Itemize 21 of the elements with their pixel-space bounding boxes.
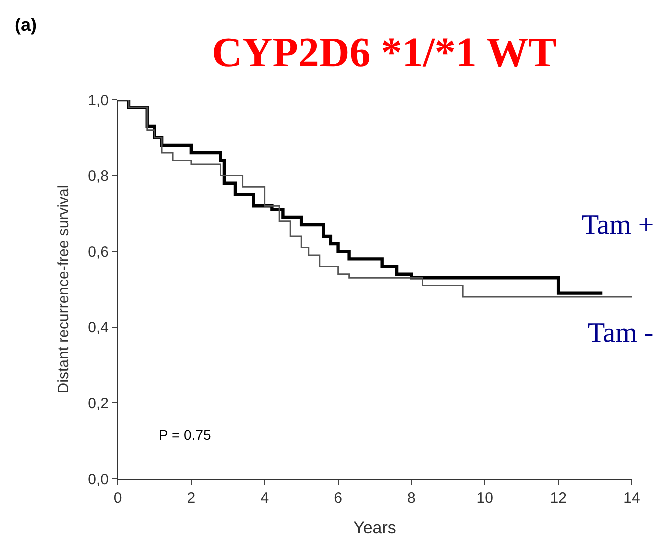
x-tick-label: 14: [624, 490, 640, 507]
chart-title: CYP2D6 *1/*1 WT: [212, 30, 557, 77]
x-tick-label: 8: [408, 490, 416, 507]
y-tick-label: 0,2: [88, 395, 109, 412]
x-tick-label: 0: [114, 490, 122, 507]
x-tick-label: 12: [550, 490, 567, 507]
x-tick-label: 4: [260, 490, 270, 507]
y-tick-label: 0,0: [88, 471, 109, 488]
x-axis-title: Years: [354, 518, 396, 538]
x-tick-label: 10: [476, 490, 494, 507]
text: (a): [15, 15, 38, 35]
x-tick-label: 6: [334, 490, 342, 507]
y-tick-label: 1,0: [88, 92, 109, 110]
y-axis-title: Distant recurrence-free survival: [55, 185, 72, 394]
x-tick-label: 2: [187, 490, 196, 507]
annotation: P = 0.75: [159, 427, 212, 443]
series-label: Tam +: [582, 210, 654, 241]
y-tick-label: 0,8: [88, 168, 109, 186]
y-tick-label: 0,4: [88, 320, 109, 337]
y-tick-label: 0,6: [88, 244, 109, 261]
series-label: Tam -: [588, 318, 654, 349]
